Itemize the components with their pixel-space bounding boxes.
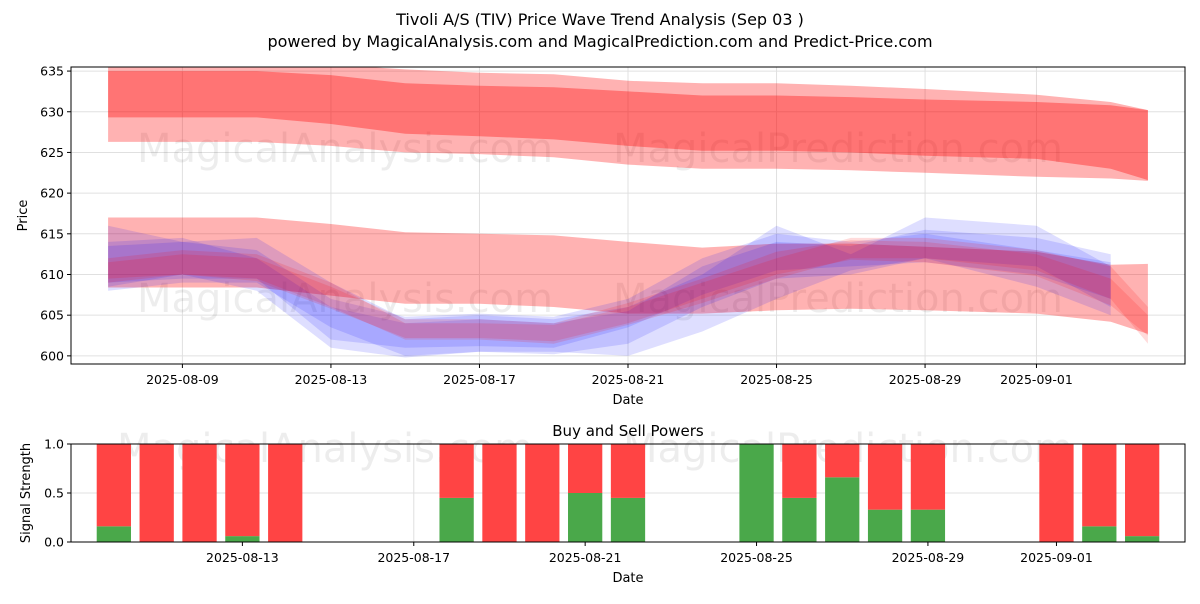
- buy-bar: [225, 536, 260, 542]
- buy-bar: [910, 509, 946, 542]
- sell-bar: [610, 444, 646, 498]
- x-tick-label: 2025-08-21: [592, 372, 665, 387]
- blue-wave-band: [108, 233, 1111, 348]
- buy-bar: [825, 477, 860, 542]
- buy-bar: [1082, 526, 1117, 542]
- y-tick-label: 615: [40, 226, 64, 241]
- buy-bar: [1125, 536, 1160, 542]
- sell-bar: [525, 444, 560, 542]
- x-tick-label: 2025-08-13: [206, 550, 279, 565]
- plot-area: [108, 67, 1148, 358]
- chart-title: Tivoli A/S (TIV) Price Wave Trend Analys…: [395, 10, 804, 29]
- x-axis-label: Date: [612, 393, 643, 408]
- upper-red-band: [108, 71, 1148, 181]
- x-tick-label: 2025-08-25: [740, 372, 813, 387]
- buy-bar: [610, 497, 646, 542]
- sell-bar: [1082, 444, 1117, 527]
- red-wave-band: [108, 240, 1148, 342]
- y-axis-label: Price: [16, 200, 31, 232]
- x-tick-label: 2025-09-01: [1020, 550, 1093, 565]
- y-tick-label: 605: [40, 308, 64, 323]
- y-tick-label: 1.0: [44, 437, 64, 452]
- buy-bar: [867, 509, 903, 542]
- y-tick-label: 620: [40, 186, 64, 201]
- blue-wave-band: [108, 217, 1111, 356]
- sell-bar: [225, 444, 260, 537]
- sell-bar: [439, 444, 474, 498]
- x-tick-label: 2025-08-29: [892, 550, 965, 565]
- price-chart: MagicalAnalysis.com MagicalPrediction.com…: [16, 64, 1186, 408]
- sell-bar: [867, 444, 903, 510]
- power-chart-title: Buy and Sell Powers: [552, 422, 704, 440]
- y-axis-label: Signal Strength: [19, 443, 34, 543]
- buy-bar: [568, 493, 603, 542]
- y-tick-label: 600: [40, 348, 64, 363]
- sell-bar: [910, 444, 946, 510]
- x-tick-label: 2025-08-09: [146, 372, 219, 387]
- x-tick-label: 2025-08-17: [377, 550, 450, 565]
- sell-bar: [1039, 444, 1074, 542]
- x-tick-label: 2025-08-17: [443, 372, 516, 387]
- x-tick-label: 2025-09-01: [1000, 372, 1073, 387]
- buy-bar: [782, 497, 817, 542]
- watermark: MagicalPrediction.com: [613, 276, 1063, 322]
- x-tick-label: 2025-08-29: [889, 372, 962, 387]
- sell-bar: [782, 444, 817, 498]
- red-wave-band: [108, 237, 1148, 344]
- watermark: MagicalPrediction.com: [613, 126, 1063, 172]
- sell-bar: [139, 444, 174, 542]
- buy-bar: [439, 497, 474, 542]
- upper-red-band: [108, 67, 1148, 181]
- y-tick-label: 625: [40, 145, 64, 160]
- sell-bar: [568, 444, 603, 493]
- lower-red-band: [108, 217, 1148, 334]
- y-tick-label: 630: [40, 104, 64, 119]
- y-tick-label: 610: [40, 267, 64, 282]
- y-tick-label: 0.0: [44, 535, 64, 550]
- sell-bar: [268, 444, 303, 542]
- sell-bar: [96, 444, 131, 527]
- y-tick-label: 0.5: [44, 486, 64, 501]
- x-axis-label: Date: [612, 571, 643, 586]
- buy-bar: [739, 444, 774, 542]
- buy-bar: [96, 526, 131, 542]
- sell-bar: [182, 444, 217, 542]
- watermark: MagicalAnalysis.com: [137, 126, 553, 172]
- buy-sell-power-chart: Buy and Sell PowersMagicalAnalysis.comMa…: [19, 422, 1186, 586]
- x-tick-label: 2025-08-21: [549, 550, 622, 565]
- blue-wave-band: [108, 229, 1111, 358]
- sell-bar: [1125, 444, 1160, 537]
- watermark: MagicalAnalysis.com: [137, 276, 553, 322]
- sell-bar: [482, 444, 517, 542]
- y-tick-label: 635: [40, 64, 64, 79]
- x-tick-label: 2025-08-25: [720, 550, 793, 565]
- chart-subtitle: powered by MagicalAnalysis.com and Magic…: [267, 32, 932, 51]
- sell-bar: [825, 444, 860, 478]
- x-tick-label: 2025-08-13: [295, 372, 368, 387]
